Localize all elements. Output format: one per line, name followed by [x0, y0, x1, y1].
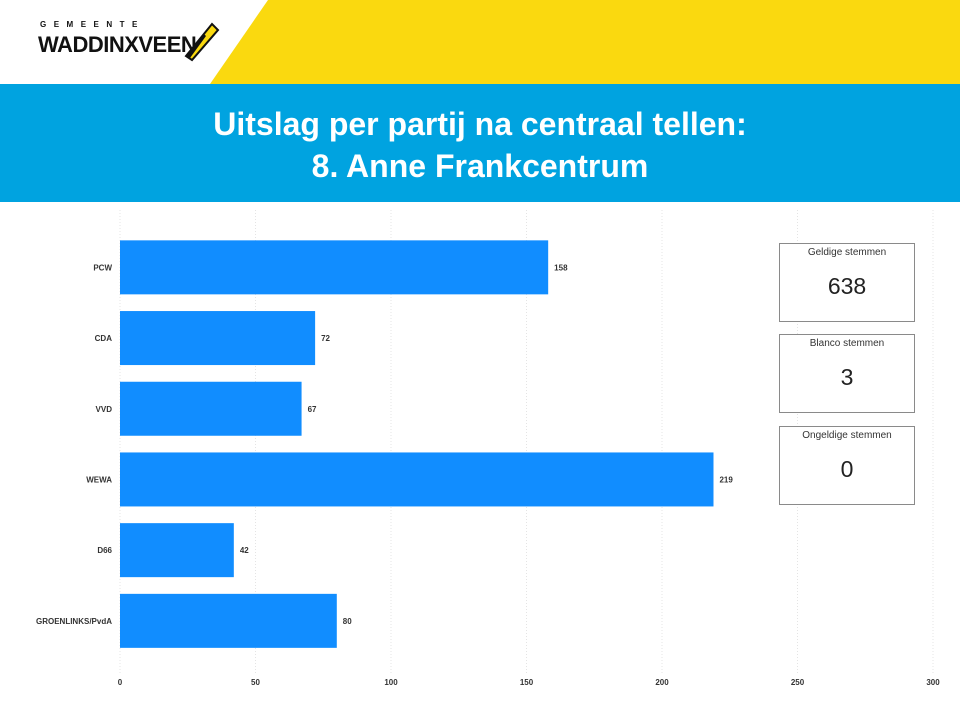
logo-emblem-icon — [184, 22, 220, 62]
municipality-logo: GEMEENTE WADDINXVEEN — [38, 20, 228, 68]
data-label: 72 — [321, 334, 330, 343]
yellow-band-shape — [210, 0, 960, 84]
data-label: 42 — [240, 546, 249, 555]
bar — [120, 240, 549, 295]
bar-chart-svg: 0 50 100 150 200 250 300 PCW 158 CDA 72 VVD 67 WEWA 21… — [36, 210, 940, 687]
bar — [120, 452, 714, 507]
x-tick-label: 100 — [384, 678, 398, 687]
category-label: VVD — [96, 405, 113, 414]
category-label: WEWA — [86, 475, 112, 484]
data-label: 67 — [308, 405, 317, 414]
bar — [120, 311, 316, 366]
logo-main-text: WADDINXVEEN — [38, 32, 197, 57]
x-tick-label: 250 — [791, 678, 805, 687]
kpi-blank-label: Blanco stemmen — [809, 338, 885, 349]
kpi-valid-label: Geldige stemmen — [807, 247, 887, 258]
yellow-accent-band — [210, 0, 960, 84]
data-label: 80 — [343, 617, 352, 626]
category-label: GROENLINKS/PvdA — [36, 617, 112, 626]
x-tick-label: 150 — [520, 678, 534, 687]
category-label: PCW — [93, 263, 112, 272]
kpi-card-blank-votes: Blanco stemmen 3 — [779, 334, 915, 413]
bar-chart: 0 50 100 150 200 250 300 PCW 158 CDA 72 VVD 67 WEWA 21… — [0, 205, 960, 720]
page-title: Uitslag per partij na centraal tellen: — [213, 106, 747, 142]
kpi-blank-value: 3 — [840, 364, 854, 390]
kpi-card-valid-votes: Geldige stemmen 638 — [779, 243, 915, 322]
page-subtitle: 8. Anne Frankcentrum — [311, 148, 649, 184]
header-bar: GEMEENTE WADDINXVEEN — [0, 0, 960, 84]
title-banner: Uitslag per partij na centraal tellen: 8… — [0, 84, 960, 202]
x-tick-label: 200 — [655, 678, 669, 687]
data-label: 219 — [719, 475, 733, 484]
bar — [120, 381, 302, 436]
category-label: D66 — [97, 546, 112, 555]
category-label: CDA — [95, 334, 113, 343]
x-tick-label: 0 — [118, 678, 123, 687]
kpi-invalid-label: Ongeldige stemmen — [802, 430, 892, 441]
logo-small-text: GEMEENTE — [40, 20, 145, 29]
kpi-invalid-value: 0 — [840, 456, 854, 482]
kpi-card-invalid-votes: Ongeldige stemmen 0 — [779, 426, 915, 505]
bar — [120, 523, 234, 578]
data-label: 158 — [554, 263, 568, 272]
x-tick-label: 300 — [926, 678, 940, 687]
x-tick-label: 50 — [251, 678, 260, 687]
bar — [120, 593, 337, 648]
kpi-valid-value: 638 — [827, 273, 867, 299]
